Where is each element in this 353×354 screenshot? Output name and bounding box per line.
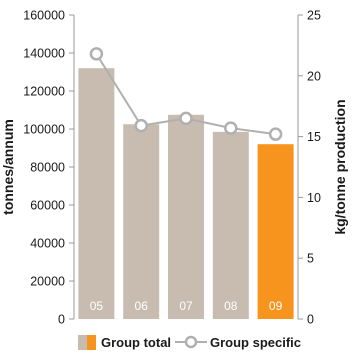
legend: Group total Group specific <box>78 335 301 350</box>
y-axis-title: tonnes/annum <box>0 119 16 215</box>
bar-category-label-05: 05 <box>90 299 104 313</box>
y-tick-label: 100000 <box>23 123 65 137</box>
y2-tick-label: 5 <box>307 252 314 266</box>
y2-tick-label: 20 <box>307 69 321 83</box>
legend-swatch-grey <box>78 335 87 350</box>
y2-tick-label: 15 <box>307 130 321 144</box>
bar-08 <box>212 131 249 319</box>
point-09 <box>268 127 283 141</box>
bar-09 <box>257 144 294 319</box>
y-tick-label: 160000 <box>23 9 65 23</box>
line-layer <box>89 47 283 141</box>
point-08 <box>224 121 238 135</box>
y-tick-label: 80000 <box>30 161 65 175</box>
legend-label-group-total: Group total <box>101 335 171 350</box>
y-tick-label: 60000 <box>30 199 65 213</box>
bars-layer: 05 06 07 08 09 <box>78 68 294 319</box>
bar-category-label-06: 06 <box>135 299 149 313</box>
y-tick-label: 20000 <box>30 275 65 289</box>
bar-category-label-09: 09 <box>269 299 283 313</box>
bar-category-label-08: 08 <box>224 299 238 313</box>
point-06 <box>134 118 148 133</box>
y2-tick-label: 10 <box>307 191 321 205</box>
bar-05 <box>78 68 115 319</box>
y-tick-label: 40000 <box>30 237 65 251</box>
legend-swatch-orange <box>87 335 96 350</box>
point-07 <box>179 111 193 126</box>
y2-tick-label: 25 <box>307 9 321 23</box>
bar-category-label-07: 07 <box>179 299 193 313</box>
y-tick-label: 0 <box>58 313 65 327</box>
legend-label-group-specific: Group specific <box>210 335 301 350</box>
y-tick-label: 140000 <box>23 47 65 61</box>
point-05 <box>89 47 104 61</box>
y-tick-label: 120000 <box>23 85 65 99</box>
y2-tick-label: 0 <box>307 313 314 327</box>
legend-circle-marker <box>184 335 198 349</box>
bar-06 <box>123 124 160 319</box>
axes-layer: 0 20000 40000 60000 80000 100000 120000 140000 1… <box>23 9 321 327</box>
bar-07 <box>168 114 204 319</box>
y2-axis-title: kg/tonne production <box>332 99 348 234</box>
